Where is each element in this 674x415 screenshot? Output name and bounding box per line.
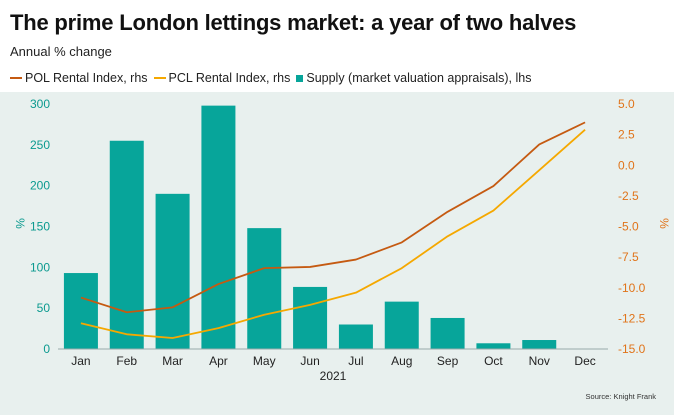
right-axis-tick-label: -2.5: [618, 189, 639, 203]
left-axis-tick-label: 200: [30, 179, 50, 193]
x-axis-tick-label: Aug: [391, 354, 412, 368]
chart-subtitle: Annual % change: [10, 44, 112, 59]
right-axis-tick-label: 0.0: [618, 158, 635, 172]
right-axis-tick-label: -15.0: [618, 342, 646, 356]
x-axis-tick-label: Oct: [484, 354, 503, 368]
left-axis-tick-label: 50: [37, 301, 51, 315]
left-axis-tick-label: 100: [30, 260, 50, 274]
x-axis-tick-label: Dec: [574, 354, 595, 368]
right-axis-tick-label: -7.5: [618, 250, 639, 264]
x-axis-tick-label: Jan: [71, 354, 90, 368]
source-note: Source: Knight Frank: [585, 392, 656, 401]
right-axis-tick-label: -12.5: [618, 311, 646, 325]
left-axis-tick-label: 250: [30, 138, 50, 152]
legend-item: Supply (market valuation appraisals), lh…: [296, 71, 531, 85]
legend-swatch: [296, 74, 304, 82]
right-axis-tick-label: 2.5: [618, 128, 635, 142]
legend-swatch: [153, 77, 166, 79]
right-axis-tick-label: 5.0: [618, 97, 635, 111]
x-axis-tick-label: Feb: [116, 354, 137, 368]
x-axis-tick-label: Jul: [348, 354, 363, 368]
supply-bar: [201, 105, 236, 349]
right-axis-tick-label: -10.0: [618, 281, 646, 295]
supply-bar: [338, 324, 373, 349]
supply-bar: [293, 286, 328, 349]
supply-bar: [476, 343, 511, 349]
right-axis-tick-label: -5.0: [618, 220, 639, 234]
legend-swatch: [10, 77, 22, 79]
left-axis-title: %: [13, 218, 27, 229]
x-axis-tick-label: Sep: [437, 354, 459, 368]
x-axis-tick-label: Nov: [529, 354, 550, 368]
x-axis-tick-label: Apr: [209, 354, 228, 368]
supply-bar: [63, 273, 98, 349]
supply-bar: [522, 340, 557, 349]
x-axis-tick-label: May: [253, 354, 276, 368]
supply-bar: [109, 140, 144, 349]
supply-bar: [430, 317, 465, 349]
chart-title: The prime London lettings market: a year…: [10, 10, 577, 35]
supply-bar: [247, 228, 282, 349]
legend-label: PCL Rental Index, rhs: [168, 71, 291, 85]
chart-legend: POL Rental Index, rhs PCL Rental Index, r…: [10, 71, 537, 85]
x-axis-title: 2021: [320, 369, 347, 383]
left-axis-tick-label: 0: [43, 342, 50, 356]
supply-bar: [155, 193, 190, 349]
pcl-rental-index-line: [80, 129, 586, 339]
left-axis-tick-label: 150: [30, 220, 50, 234]
left-axis-tick-label: 300: [30, 97, 50, 111]
legend-label: POL Rental Index, rhs: [25, 71, 148, 85]
supply-bar: [384, 301, 419, 349]
x-axis-tick-label: Mar: [162, 354, 183, 368]
pol-rental-index-line: [80, 121, 586, 314]
legend-label: Supply (market valuation appraisals), lh…: [306, 71, 532, 85]
legend-item: POL Rental Index, rhs: [10, 71, 148, 85]
legend-item: PCL Rental Index, rhs: [153, 71, 291, 85]
right-axis-title: %: [657, 218, 671, 229]
x-axis-tick-label: Jun: [300, 354, 319, 368]
